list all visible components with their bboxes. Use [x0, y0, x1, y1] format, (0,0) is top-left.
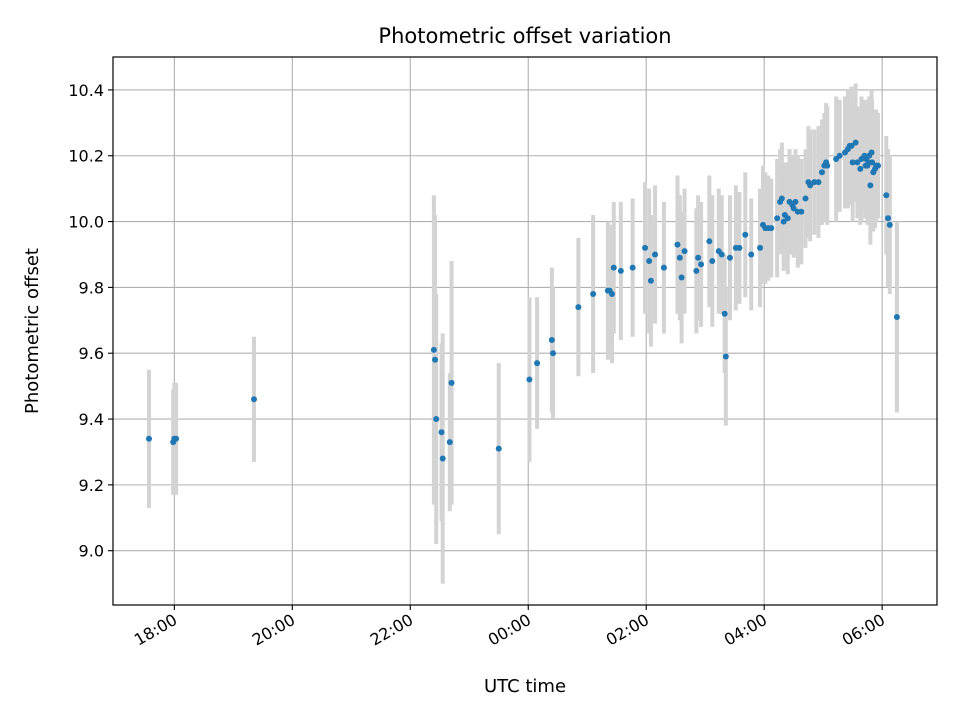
data-point: [792, 198, 799, 205]
data-point: [609, 290, 616, 297]
data-point: [790, 205, 797, 212]
data-point: [742, 231, 749, 238]
data-point: [642, 244, 649, 251]
data-point: [617, 267, 624, 274]
data-point: [736, 244, 743, 251]
data-point: [815, 179, 822, 186]
data-point: [446, 439, 453, 446]
data-point: [885, 215, 892, 222]
y-tick-label: 10.2: [68, 147, 104, 166]
data-point: [676, 254, 683, 261]
data-points: [145, 139, 900, 462]
data-point: [610, 264, 617, 271]
data-point: [857, 165, 864, 172]
y-tick-label: 9.4: [79, 410, 104, 429]
data-point: [674, 241, 681, 248]
data-point: [875, 162, 882, 169]
data-point: [854, 159, 861, 166]
data-point: [430, 346, 437, 353]
data-point: [836, 152, 843, 159]
data-point: [867, 182, 874, 189]
data-point: [807, 182, 814, 189]
y-tick-label: 9.0: [79, 542, 104, 561]
data-point: [798, 208, 805, 215]
plot-frame: [112, 56, 938, 606]
data-point: [660, 264, 667, 271]
data-point: [250, 396, 257, 403]
data-point: [706, 238, 713, 245]
data-point: [718, 251, 725, 258]
data-point: [629, 264, 636, 271]
data-point: [811, 179, 818, 186]
data-point: [883, 192, 890, 199]
data-point: [526, 376, 533, 383]
data-point: [780, 218, 787, 225]
y-tick-label: 9.6: [79, 344, 104, 363]
data-point: [869, 159, 876, 166]
data-point: [534, 360, 541, 367]
y-tick-label: 9.2: [79, 476, 104, 495]
data-point: [590, 290, 597, 297]
data-point: [849, 159, 856, 166]
y-axis-label: Photometric offset: [22, 248, 43, 414]
data-point: [818, 169, 825, 176]
data-point: [678, 274, 685, 281]
data-point: [852, 139, 859, 146]
y-tick-label: 10.0: [68, 213, 104, 232]
data-point: [439, 455, 446, 462]
x-axis-label: UTC time: [484, 676, 566, 697]
data-point: [695, 254, 702, 261]
data-point: [652, 251, 659, 258]
data-point: [802, 195, 809, 202]
y-tick-label: 10.4: [68, 81, 104, 100]
data-point: [495, 445, 502, 452]
data-point: [432, 356, 439, 363]
data-point: [438, 429, 445, 436]
data-point: [433, 416, 440, 423]
data-point: [893, 314, 900, 321]
data-point: [774, 215, 781, 222]
data-point: [824, 162, 831, 169]
data-point: [721, 310, 728, 317]
data-point: [748, 251, 755, 258]
data-point: [886, 221, 893, 228]
data-point: [647, 277, 654, 284]
data-point: [757, 244, 764, 251]
chart-title: Photometric offset variation: [378, 24, 671, 48]
data-point: [768, 225, 775, 232]
data-point: [448, 379, 455, 386]
data-point: [709, 258, 716, 265]
data-point: [693, 267, 700, 274]
data-point: [848, 142, 855, 149]
data-point: [548, 337, 555, 344]
data-point: [173, 435, 180, 442]
data-point: [145, 435, 152, 442]
data-point: [722, 353, 729, 360]
data-point: [646, 258, 653, 265]
data-point: [698, 261, 705, 268]
data-point: [575, 304, 582, 311]
data-point: [726, 254, 733, 261]
data-point: [681, 248, 688, 255]
data-point: [868, 149, 875, 156]
y-tick-label: 9.8: [79, 278, 104, 297]
data-point: [778, 195, 785, 202]
data-point: [784, 215, 791, 222]
data-point: [550, 350, 557, 357]
